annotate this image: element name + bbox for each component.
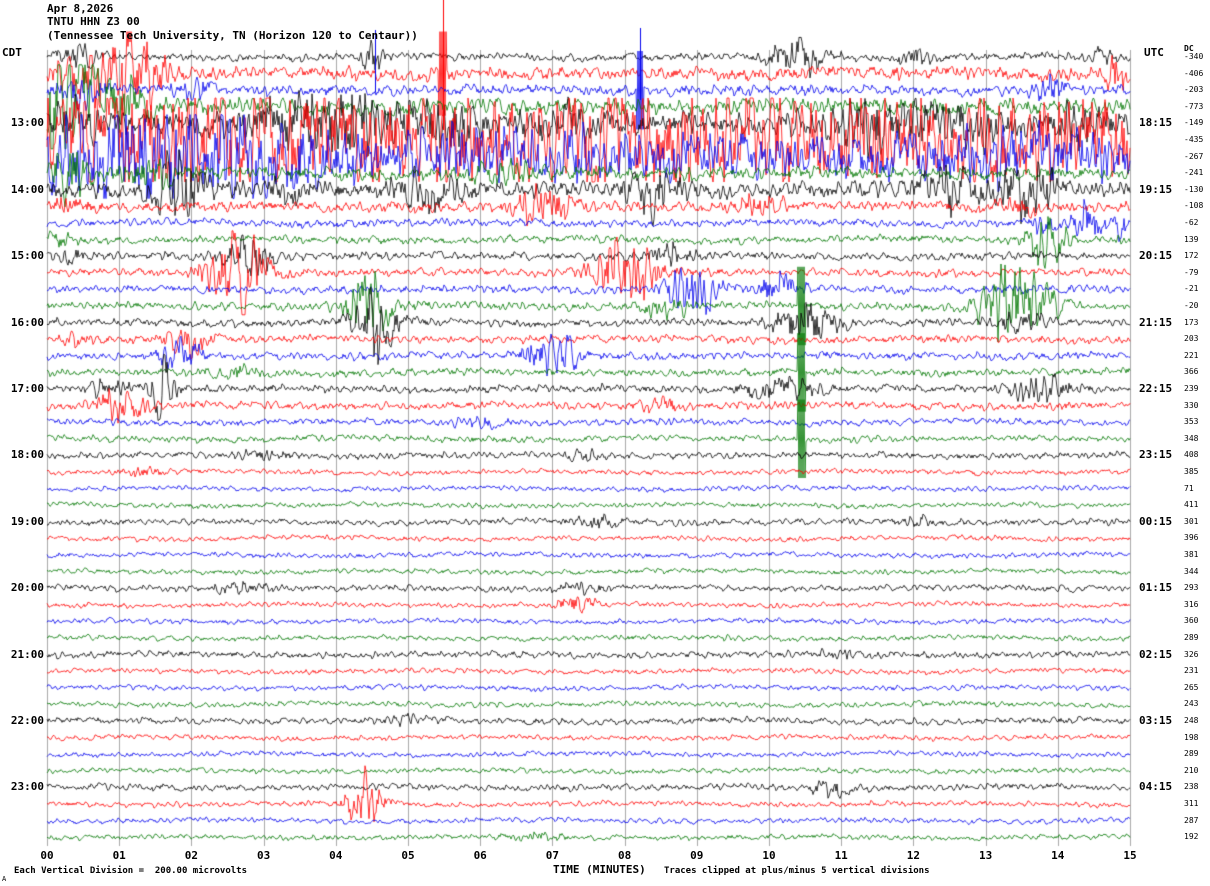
dc-offset-value: 221 — [1184, 350, 1199, 360]
dc-offset-value: -773 — [1184, 101, 1204, 111]
hour-label-utc: 19:15 — [1139, 182, 1173, 196]
x-tick-label: 06 — [473, 849, 487, 862]
dc-offset-value: 344 — [1184, 566, 1199, 576]
dc-offset-value: -20 — [1184, 301, 1199, 310]
hour-label-cdt: 17:00 — [10, 382, 44, 395]
clip-note: Traces clipped at plus/minus 5 vertical … — [664, 866, 930, 876]
hour-label-cdt: 18:00 — [10, 448, 44, 462]
dc-offset-value: -130 — [1184, 184, 1204, 194]
dc-offset-value: 289 — [1184, 749, 1199, 759]
dc-offset-value: 238 — [1184, 782, 1199, 792]
dc-offset-value: 172 — [1184, 251, 1199, 261]
x-tick-label: 09 — [690, 849, 704, 862]
x-tick-label: 05 — [401, 849, 415, 862]
hour-label-cdt: 15:00 — [10, 249, 44, 263]
dc-offset-value: -79 — [1184, 267, 1199, 277]
hour-label-utc: 18:15 — [1139, 116, 1173, 130]
dc-offset-value: 203 — [1184, 334, 1199, 344]
hour-label-utc: 22:15 — [1139, 382, 1173, 395]
dc-offset-value: -149 — [1184, 118, 1204, 128]
x-tick-label: 15 — [1123, 849, 1137, 862]
dc-offset-value: 396 — [1184, 533, 1199, 543]
dc-offset-value: 360 — [1184, 616, 1199, 626]
hour-label-utc: 00:15 — [1139, 514, 1173, 528]
hour-label-utc: 20:15 — [1139, 249, 1173, 263]
dc-offset-value: 243 — [1184, 699, 1199, 709]
x-tick-label: 10 — [762, 849, 776, 862]
x-axis-title: TIME (MINUTES) — [553, 863, 646, 876]
scale-note: Each Vertical Division = 200.00 microvol… — [14, 866, 247, 876]
hour-label-cdt: 14:00 — [10, 182, 44, 196]
dc-offset-value: 287 — [1184, 815, 1199, 825]
hour-label-utc: 21:15 — [1139, 315, 1173, 329]
dc-offset-value: 353 — [1184, 417, 1199, 427]
dc-offset-value: -340 — [1184, 52, 1204, 61]
hour-label-cdt: 16:00 — [10, 315, 44, 329]
dc-offset-value: -203 — [1184, 85, 1204, 95]
dc-offset-value: 210 — [1184, 765, 1199, 775]
hour-label-utc: 01:15 — [1139, 581, 1173, 595]
dc-column-label: DC — [1184, 44, 1194, 53]
dc-offset-value: 366 — [1184, 367, 1199, 377]
hour-label-cdt: 22:00 — [10, 714, 44, 727]
hour-label-utc: 03:15 — [1139, 714, 1173, 727]
dc-offset-value: 139 — [1184, 234, 1199, 244]
dc-offset-value: 198 — [1184, 732, 1199, 742]
hour-label-cdt: 20:00 — [10, 581, 44, 595]
dc-offset-value: 311 — [1184, 799, 1199, 808]
dc-offset-value: 293 — [1184, 583, 1199, 593]
hour-label-cdt: 13:00 — [10, 116, 44, 130]
dc-offset-value: -108 — [1184, 201, 1204, 211]
x-tick-label: 04 — [329, 849, 343, 862]
right-timezone-label: UTC — [1144, 46, 1164, 59]
x-tick-label: 03 — [256, 849, 271, 862]
x-tick-label: 11 — [834, 849, 848, 862]
dc-offset-value: 231 — [1184, 666, 1199, 676]
dc-offset-value: -62 — [1184, 218, 1199, 227]
dc-offset-value: 239 — [1184, 384, 1199, 393]
x-tick-label: 12 — [906, 849, 921, 862]
hour-label-utc: 02:15 — [1139, 647, 1173, 661]
dc-offset-value: -21 — [1184, 284, 1199, 294]
dc-offset-value: -406 — [1184, 68, 1204, 78]
x-tick-label: 00 — [40, 849, 54, 862]
x-tick-label: 01 — [112, 849, 126, 862]
corner-mark: A — [2, 875, 7, 883]
dc-offset-value: 301 — [1184, 516, 1199, 526]
dc-offset-value: 408 — [1184, 450, 1199, 460]
dc-offset-value: 385 — [1184, 467, 1199, 476]
hour-label-cdt: 19:00 — [10, 514, 44, 528]
dc-offset-value: 71 — [1184, 483, 1194, 493]
dc-offset-value: 265 — [1184, 682, 1199, 692]
dc-offset-value: 173 — [1184, 317, 1199, 327]
dc-offset-value: -267 — [1184, 151, 1204, 161]
x-tick-label: 02 — [184, 849, 199, 862]
dc-offset-value: 248 — [1184, 716, 1199, 725]
x-tick-label: 13 — [978, 849, 993, 862]
dc-offset-value: 326 — [1184, 649, 1199, 659]
hour-label-utc: 04:15 — [1139, 780, 1173, 794]
dc-offset-value: 192 — [1184, 832, 1199, 842]
dc-offset-value: -435 — [1184, 135, 1204, 144]
x-tick-label: 14 — [1051, 849, 1065, 862]
date-label: Apr 8,2026 — [47, 2, 114, 15]
left-timezone-label: CDT — [2, 46, 22, 59]
dc-offset-value: 411 — [1184, 500, 1199, 510]
hour-label-cdt: 21:00 — [10, 647, 44, 661]
dc-offset-value: 348 — [1184, 433, 1199, 443]
dc-offset-value: 289 — [1184, 633, 1199, 642]
dc-offset-value: 381 — [1184, 550, 1199, 559]
hour-label-utc: 23:15 — [1139, 448, 1173, 462]
x-tick-label: 08 — [617, 849, 632, 862]
dc-offset-value: 330 — [1184, 400, 1199, 410]
x-tick-label: 07 — [545, 849, 560, 862]
station-description: (Tennessee Tech University, TN (Horizon … — [47, 29, 418, 42]
dc-offset-value: -241 — [1184, 168, 1204, 178]
hour-label-cdt: 23:00 — [10, 780, 44, 794]
dc-offset-value: 316 — [1184, 599, 1199, 609]
station-label: TNTU HHN Z3 00 — [47, 15, 140, 28]
